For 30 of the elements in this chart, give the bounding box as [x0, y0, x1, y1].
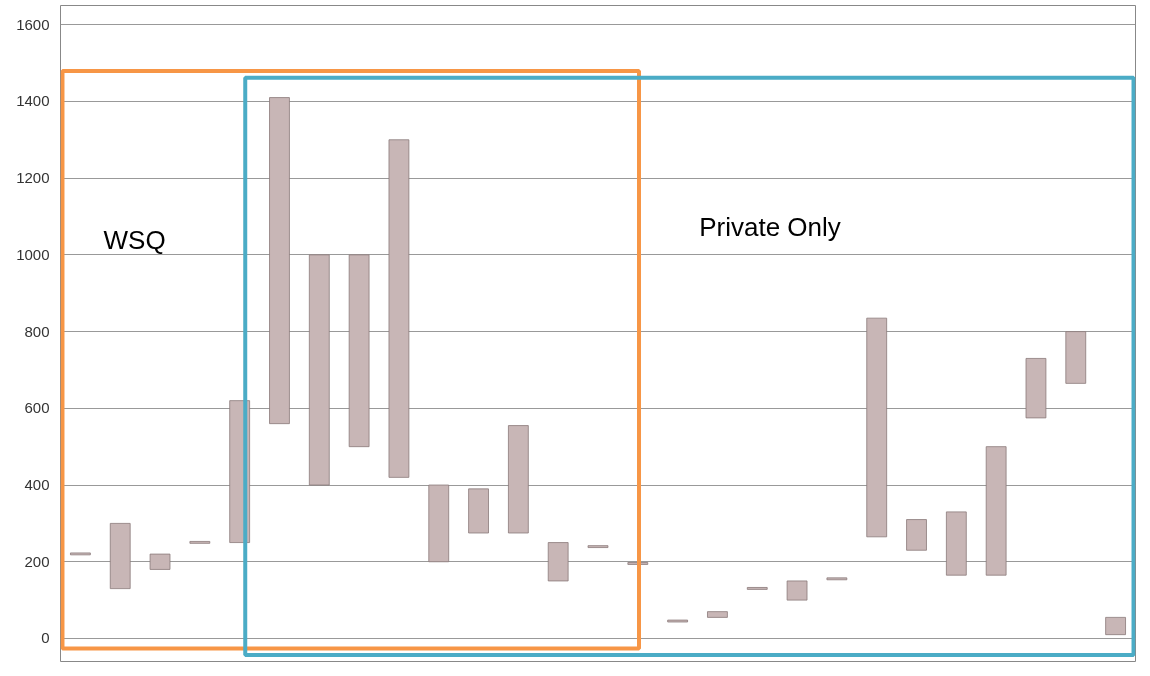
y-tick-label: 1000: [16, 245, 50, 263]
annotation: WSQ: [103, 224, 166, 255]
bar: [1065, 331, 1087, 384]
y-tick-label: 1200: [16, 169, 50, 187]
bar: [388, 139, 410, 478]
bar: [707, 611, 728, 618]
bar: [308, 254, 330, 486]
y-tick-label: 200: [24, 552, 50, 570]
bar: [109, 522, 131, 590]
y-tick-label: 400: [24, 476, 50, 494]
bar: [985, 446, 1007, 576]
y-tick-label: 1400: [16, 92, 50, 110]
bar: [149, 553, 171, 570]
y-tick-label: 600: [24, 399, 50, 417]
bar: [866, 317, 888, 538]
bar: [428, 484, 450, 563]
bar: [945, 511, 967, 576]
bar: [468, 488, 489, 534]
bar: [906, 519, 927, 551]
y-tick-label: 1600: [16, 15, 50, 33]
bar: [508, 425, 529, 534]
bar: [1025, 358, 1047, 419]
bar: [547, 542, 569, 582]
bar: [269, 97, 290, 425]
bar: [1105, 616, 1126, 636]
annotation: Private Only: [699, 211, 841, 242]
y-tick-label: 800: [24, 322, 50, 340]
y-tick-label: 0: [41, 629, 50, 647]
bar: [348, 254, 370, 448]
bar: [786, 580, 808, 601]
